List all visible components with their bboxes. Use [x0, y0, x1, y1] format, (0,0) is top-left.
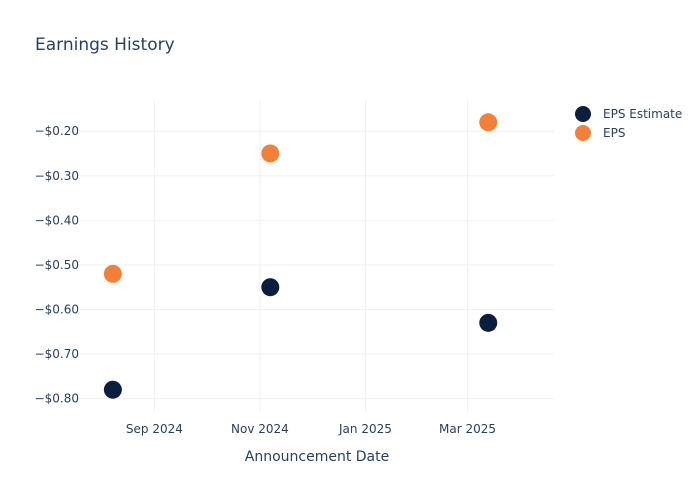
y-tick-label: −$0.30	[35, 169, 79, 183]
y-tick-label: −$0.80	[35, 392, 79, 406]
legend-label[interactable]: EPS Estimate	[603, 107, 682, 121]
data-point[interactable]	[103, 264, 122, 283]
data-point[interactable]	[479, 313, 498, 332]
x-axis-title: Announcement Date	[245, 449, 389, 465]
x-tick-label: Jan 2025	[338, 422, 392, 436]
data-point[interactable]	[479, 113, 498, 132]
y-tick-label: −$0.60	[35, 302, 79, 316]
legend-marker[interactable]	[575, 106, 591, 122]
gridlines	[80, 100, 554, 412]
y-tick-label: −$0.20	[35, 124, 79, 138]
y-axis-ticks: −$0.20 −$0.30 −$0.40 −$0.50 −$0.60 −$0.70 −$0.…	[35, 124, 79, 405]
legend-label[interactable]: EPS	[603, 126, 625, 140]
x-tick-label: Mar 2025	[439, 422, 496, 436]
y-tick-label: −$0.70	[35, 347, 79, 361]
legend[interactable]: EPS Estimate EPS	[575, 106, 682, 141]
data-point[interactable]	[103, 380, 122, 399]
legend-marker[interactable]	[575, 125, 591, 141]
data-point[interactable]	[261, 278, 280, 297]
x-tick-label: Sep 2024	[126, 422, 183, 436]
y-tick-label: −$0.40	[35, 213, 79, 227]
chart-title: Earnings History	[35, 35, 175, 55]
x-tick-label: Nov 2024	[231, 422, 289, 436]
y-tick-label: −$0.50	[35, 258, 79, 272]
data-points	[103, 113, 498, 399]
data-point[interactable]	[261, 144, 280, 163]
x-axis-ticks: Sep 2024 Nov 2024 Jan 2025 Mar 2025	[126, 422, 496, 436]
